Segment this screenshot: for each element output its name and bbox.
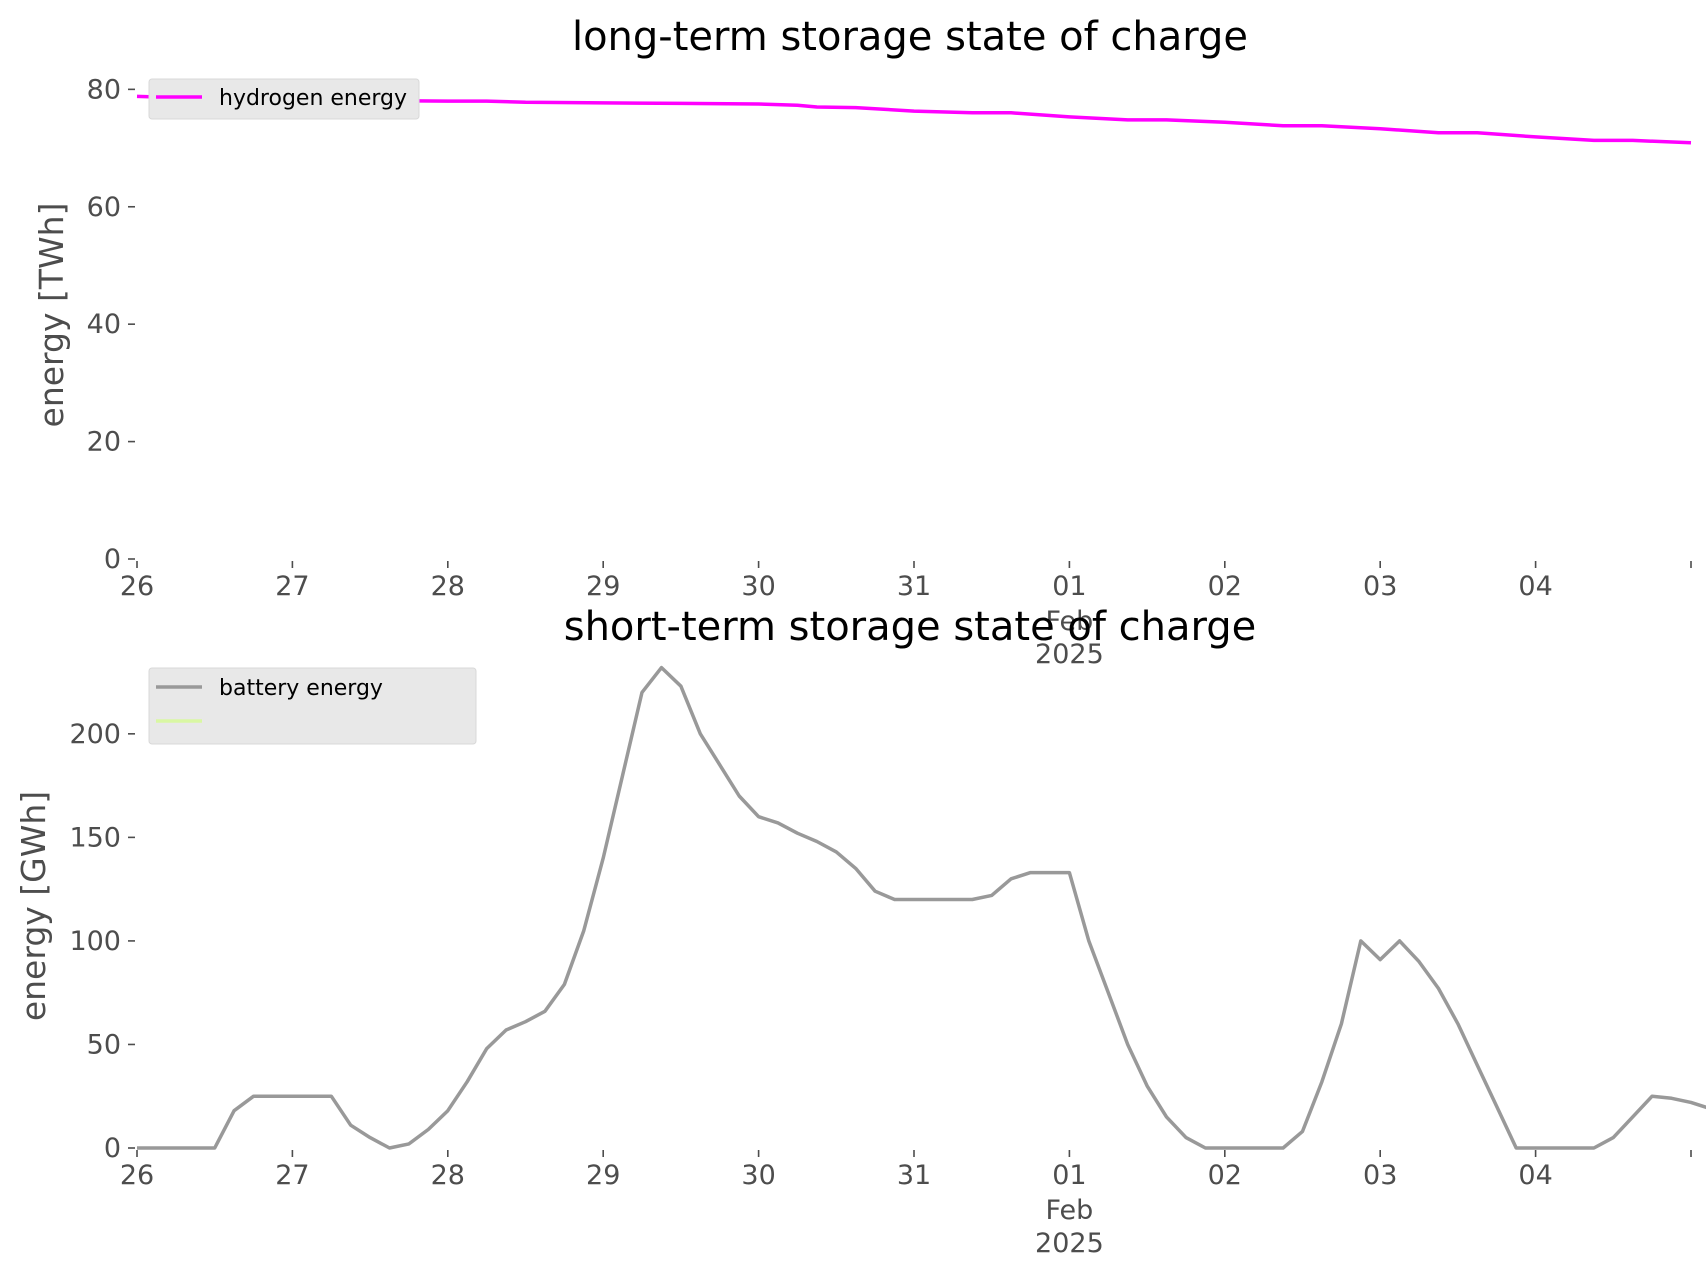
long-term-series bbox=[136, 94, 1692, 145]
long-term-legend: hydrogen energy bbox=[148, 78, 420, 120]
long-term-y-tick-label: 20 bbox=[87, 427, 121, 458]
battery-energy-legend-label: battery energy bbox=[219, 676, 383, 701]
short-term-y-ticks: 0 50 100 150 200 bbox=[69, 719, 135, 1164]
long-term-x-tick-label: 30 bbox=[741, 571, 775, 602]
long-term-y-axis-label: energy [TWh] bbox=[32, 203, 71, 428]
short-term-x-tick-label: 26 bbox=[120, 1160, 154, 1191]
short-term-x-tick-label: 27 bbox=[275, 1160, 309, 1191]
short-term-x-tick-label: 28 bbox=[431, 1160, 465, 1191]
long-term-x-tick-label: 01 bbox=[1052, 571, 1086, 602]
long-term-chart-title: long-term storage state of charge bbox=[572, 14, 1248, 60]
short-term-x-tick-label: 30 bbox=[741, 1160, 775, 1191]
long-term-x-tick-label: 03 bbox=[1363, 571, 1397, 602]
hydrogen-energy-legend-label: hydrogen energy bbox=[219, 86, 407, 111]
long-term-y-tick-label: 0 bbox=[104, 544, 121, 575]
long-term-y-tick-label: 40 bbox=[87, 309, 121, 340]
short-term-x-tick-label: 31 bbox=[897, 1160, 931, 1191]
short-term-y-tick-label: 0 bbox=[104, 1133, 121, 1164]
short-term-x-tick-label: 29 bbox=[586, 1160, 620, 1191]
long-term-x-tick-label: 04 bbox=[1518, 571, 1552, 602]
short-term-x-tick-label: 01 bbox=[1052, 1160, 1086, 1191]
short-term-y-axis-label: energy [GWh] bbox=[14, 791, 53, 1021]
short-term-x-tick-sublabel: Feb bbox=[1045, 1195, 1093, 1226]
short-term-series bbox=[137, 665, 1706, 1150]
long-term-legend-box bbox=[148, 78, 420, 120]
short-term-y-tick-label: 50 bbox=[87, 1029, 121, 1060]
long-term-x-tick-label: 31 bbox=[897, 571, 931, 602]
long-term-x-tick-label: 26 bbox=[120, 571, 154, 602]
long-term-y-tick-label: 60 bbox=[87, 192, 121, 223]
short-term-y-tick-label: 200 bbox=[69, 719, 121, 750]
hydrogen-energy-line bbox=[136, 94, 1692, 145]
long-term-x-tick-label: 28 bbox=[431, 571, 465, 602]
long-term-chart: long-term storage state of charge energy… bbox=[32, 14, 1692, 670]
long-term-y-tick-label: 80 bbox=[87, 74, 121, 105]
short-term-y-tick-label: 150 bbox=[69, 822, 121, 853]
long-term-x-tick-sublabel: Feb bbox=[1045, 606, 1093, 637]
long-term-x-tick-label: 27 bbox=[275, 571, 309, 602]
long-term-x-tick-label: 29 bbox=[586, 571, 620, 602]
long-term-x-tick-label: 02 bbox=[1208, 571, 1242, 602]
long-term-x-tick-sublabel: 2025 bbox=[1035, 639, 1104, 670]
short-term-y-tick-label: 100 bbox=[69, 926, 121, 957]
short-term-x-tick-label: 02 bbox=[1208, 1160, 1242, 1191]
long-term-y-ticks: 0 20 40 60 80 bbox=[87, 74, 135, 575]
short-term-chart-title: short-term storage state of charge bbox=[564, 604, 1257, 650]
battery-energy-line bbox=[137, 665, 1706, 1150]
short-term-legend: battery energy bbox=[148, 667, 477, 745]
short-term-legend-box bbox=[148, 667, 477, 745]
short-term-chart: short-term storage state of charge energ… bbox=[14, 604, 1706, 1259]
short-term-x-tick-label: 03 bbox=[1363, 1160, 1397, 1191]
short-term-x-tick-label: 04 bbox=[1518, 1160, 1552, 1191]
short-term-x-tick-sublabel: 2025 bbox=[1035, 1228, 1104, 1259]
